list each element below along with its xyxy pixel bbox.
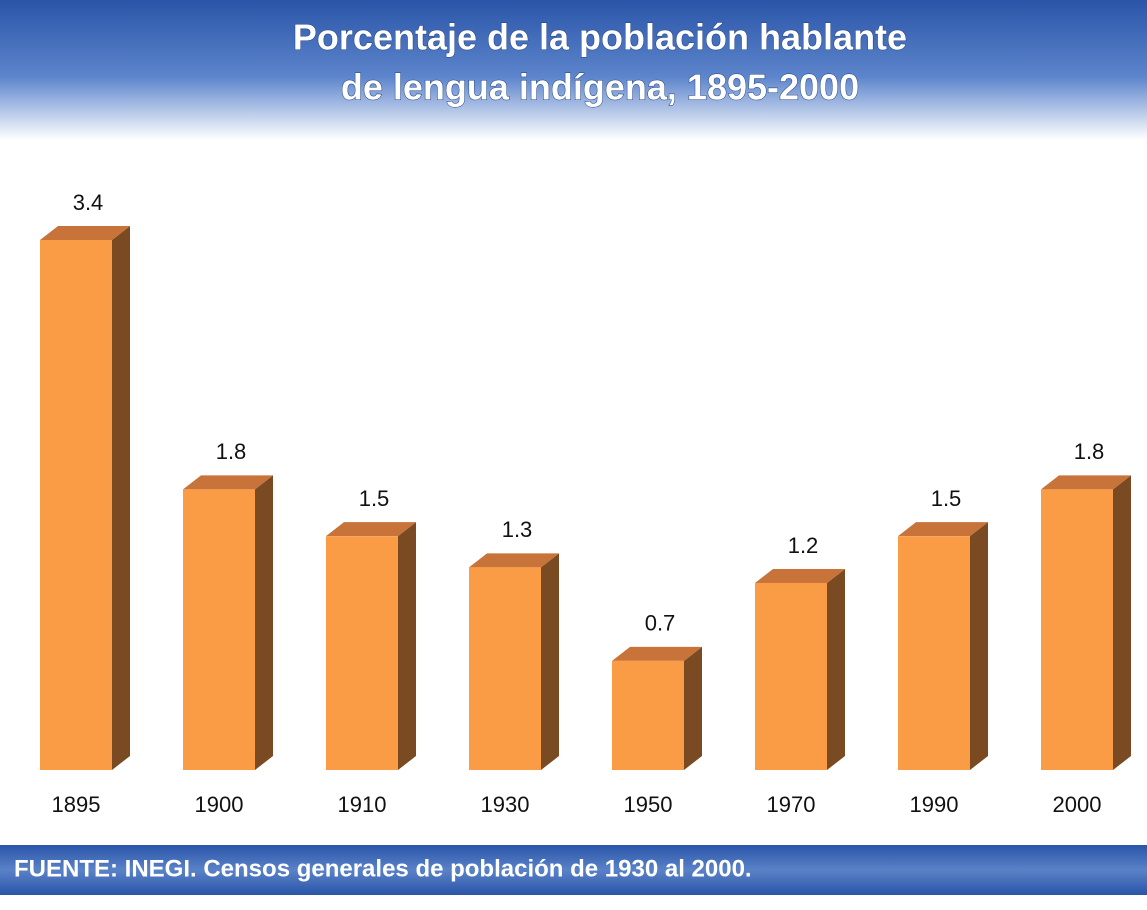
bar-side	[684, 646, 702, 770]
x-tick-label: 1900	[195, 792, 244, 817]
x-tick-label: 1950	[624, 792, 673, 817]
bar-side	[1113, 475, 1131, 770]
x-tick-label: 1990	[910, 792, 959, 817]
bar-top	[469, 553, 559, 568]
bar	[326, 536, 398, 770]
bar-top	[898, 522, 988, 537]
bar-side	[112, 226, 130, 770]
bar-top	[755, 568, 845, 583]
bar-top	[612, 646, 702, 661]
value-label: 1.3	[502, 517, 533, 542]
value-label: 1.5	[931, 486, 962, 511]
bar-side	[398, 522, 416, 770]
bar-side	[970, 522, 988, 770]
bar-side	[541, 553, 559, 770]
bar-top	[326, 522, 416, 537]
bar-top	[183, 475, 273, 490]
value-label: 1.5	[359, 486, 390, 511]
bar-side	[827, 568, 845, 770]
footer-band	[0, 845, 1147, 895]
bar	[469, 567, 541, 770]
bar-side	[255, 475, 273, 770]
bar	[40, 240, 112, 770]
value-label: 1.8	[1074, 439, 1105, 464]
bar-top	[40, 226, 130, 240]
x-tick-label: 2000	[1053, 792, 1102, 817]
x-tick-label: 1970	[767, 792, 816, 817]
bar	[612, 660, 684, 770]
x-tick-label: 1930	[481, 792, 530, 817]
bar-top	[1041, 475, 1131, 490]
bar	[183, 489, 255, 770]
chart-title: de lengua indígena, 1895-2000	[341, 67, 859, 108]
x-tick-label: 1895	[52, 792, 101, 817]
bar	[1041, 489, 1113, 770]
value-label: 3.4	[73, 190, 104, 215]
bar	[755, 582, 827, 770]
chart-title: Porcentaje de la población hablante	[293, 17, 907, 58]
value-label: 0.7	[645, 611, 676, 636]
value-label: 1.8	[216, 439, 247, 464]
x-tick-label: 1910	[338, 792, 387, 817]
source-note: FUENTE: INEGI. Censos generales de pobla…	[14, 855, 752, 882]
header-band	[0, 0, 1147, 140]
value-label: 1.2	[788, 533, 819, 558]
bar	[898, 536, 970, 770]
